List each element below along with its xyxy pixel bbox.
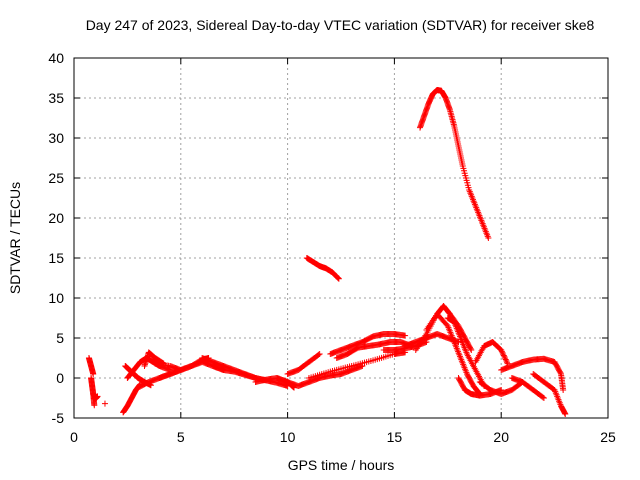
y-tick-label: 40 — [48, 50, 64, 66]
data-point — [562, 411, 569, 417]
data-point — [468, 347, 475, 353]
series-track-29 — [476, 379, 526, 397]
x-tick-label: 25 — [600, 429, 616, 445]
series-track-01 — [85, 355, 97, 377]
x-tick-label: 0 — [70, 429, 78, 445]
data-point — [502, 356, 509, 363]
y-tick-label: -5 — [52, 410, 65, 426]
series-track-03 — [90, 391, 101, 402]
series-track-18 — [305, 349, 409, 381]
series-track-23 — [417, 87, 492, 241]
chart-title: Day 247 of 2023, Sidereal Day-to-day VTE… — [86, 17, 595, 33]
series-track-30 — [498, 355, 567, 393]
data-point — [90, 371, 97, 377]
data-point — [498, 348, 505, 355]
data-point — [315, 351, 322, 358]
data-point — [502, 355, 509, 362]
x-tick-label: 5 — [177, 429, 185, 445]
y-tick-label: 20 — [48, 210, 64, 226]
series-track-13 — [209, 363, 291, 389]
x-axis-label: GPS time / hours — [288, 457, 395, 473]
series-track-15 — [273, 363, 366, 389]
data-point — [94, 393, 101, 400]
y-tick-label: 35 — [48, 90, 64, 106]
data-point — [467, 345, 474, 352]
series-track-31 — [508, 375, 547, 401]
x-tick-label: 20 — [493, 429, 509, 445]
data-point — [334, 274, 341, 281]
data-point — [499, 349, 506, 356]
data-point — [539, 394, 546, 401]
y-tick-label: 30 — [48, 130, 64, 146]
data-point — [91, 402, 98, 409]
data-point — [335, 275, 342, 282]
plot-frame — [73, 57, 609, 419]
y-tick-label: 15 — [48, 250, 64, 266]
x-tick-label: 10 — [280, 429, 296, 445]
data-marks — [85, 87, 569, 417]
data-point — [503, 359, 510, 366]
series-track-17 — [303, 255, 342, 282]
series-track-04 — [101, 400, 108, 407]
series-track-32 — [530, 371, 569, 417]
series-track-16 — [284, 351, 323, 377]
series-track-09 — [141, 349, 167, 369]
axis-ticks: 0 5 10 15 20 25 -5 0 5 10 15 20 25 30 35 40 — [48, 50, 616, 445]
y-tick-label: 0 — [56, 370, 64, 386]
data-point — [560, 387, 567, 393]
data-point — [498, 347, 505, 353]
series-track-02 — [88, 375, 98, 409]
data-point — [500, 351, 507, 358]
data-point — [335, 275, 342, 282]
x-tick-label: 15 — [387, 429, 403, 445]
data-point — [402, 332, 409, 339]
y-tick-label: 10 — [48, 290, 64, 306]
data-point — [500, 352, 507, 359]
y-tick-label: 5 — [56, 330, 64, 346]
data-point — [316, 351, 323, 357]
data-point — [101, 400, 108, 407]
data-point — [540, 395, 547, 401]
series-track-20 — [327, 331, 409, 357]
data-point — [557, 369, 564, 376]
y-tick-label: 25 — [48, 170, 64, 186]
data-point — [501, 353, 508, 360]
series-track-07 — [124, 355, 174, 381]
y-axis-label: SDTVAR / TECUs — [7, 182, 23, 294]
series-track-28 — [472, 339, 511, 367]
data-point — [485, 235, 492, 241]
data-point — [503, 357, 510, 364]
